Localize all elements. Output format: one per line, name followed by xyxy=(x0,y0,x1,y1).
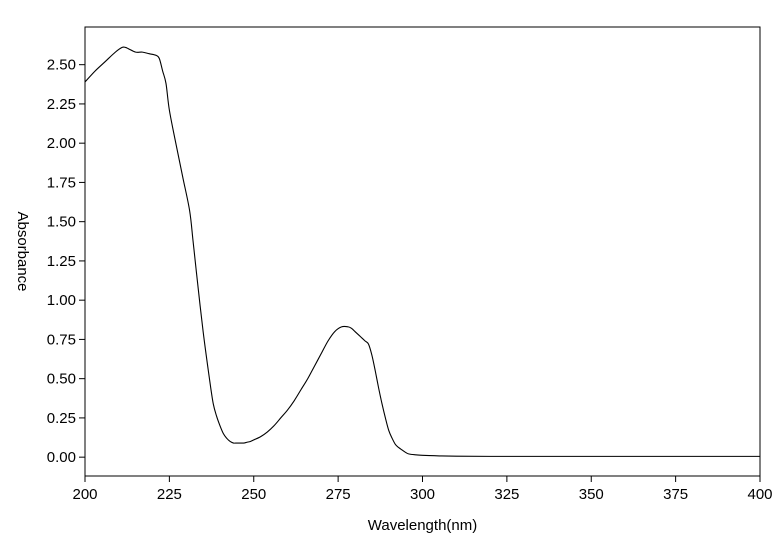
series-layer xyxy=(84,46,760,457)
y-tick-label: 1.25 xyxy=(47,253,76,270)
x-tick-label: 225 xyxy=(157,486,182,503)
y-tick-label: 2.25 xyxy=(47,96,76,113)
y-tick-label: 1.75 xyxy=(47,174,76,191)
plot-frame xyxy=(84,26,761,477)
x-tick-label: 400 xyxy=(747,486,772,503)
x-axis-title: Wavelength(nm) xyxy=(368,517,477,534)
x-tick-label: 200 xyxy=(72,486,97,503)
y-tick-label: 1.50 xyxy=(47,214,76,231)
y-tick-label: 2.50 xyxy=(47,57,76,74)
x-tick-label: 275 xyxy=(326,486,351,503)
x-tick-label: 375 xyxy=(663,486,688,503)
x-tick-label: 350 xyxy=(579,486,604,503)
y-tick-label: 0.50 xyxy=(47,371,76,388)
x-tick-label: 325 xyxy=(494,486,519,503)
y-tick-label: 2.00 xyxy=(47,135,76,152)
y-axis-title: Absorbance xyxy=(14,211,31,291)
x-tick-label: 250 xyxy=(241,486,266,503)
y-tick-label: 0.00 xyxy=(47,449,76,466)
y-tick-label: 0.75 xyxy=(47,331,76,348)
x-tick-label: 300 xyxy=(410,486,435,503)
absorbance-series-line xyxy=(84,46,760,457)
ticks-layer: 200 225 250 275 300 325 350 375 400 0.00 0.25 0.50 0… xyxy=(47,57,773,503)
y-tick-label: 0.25 xyxy=(47,410,76,427)
y-tick-label: 1.00 xyxy=(47,292,76,309)
